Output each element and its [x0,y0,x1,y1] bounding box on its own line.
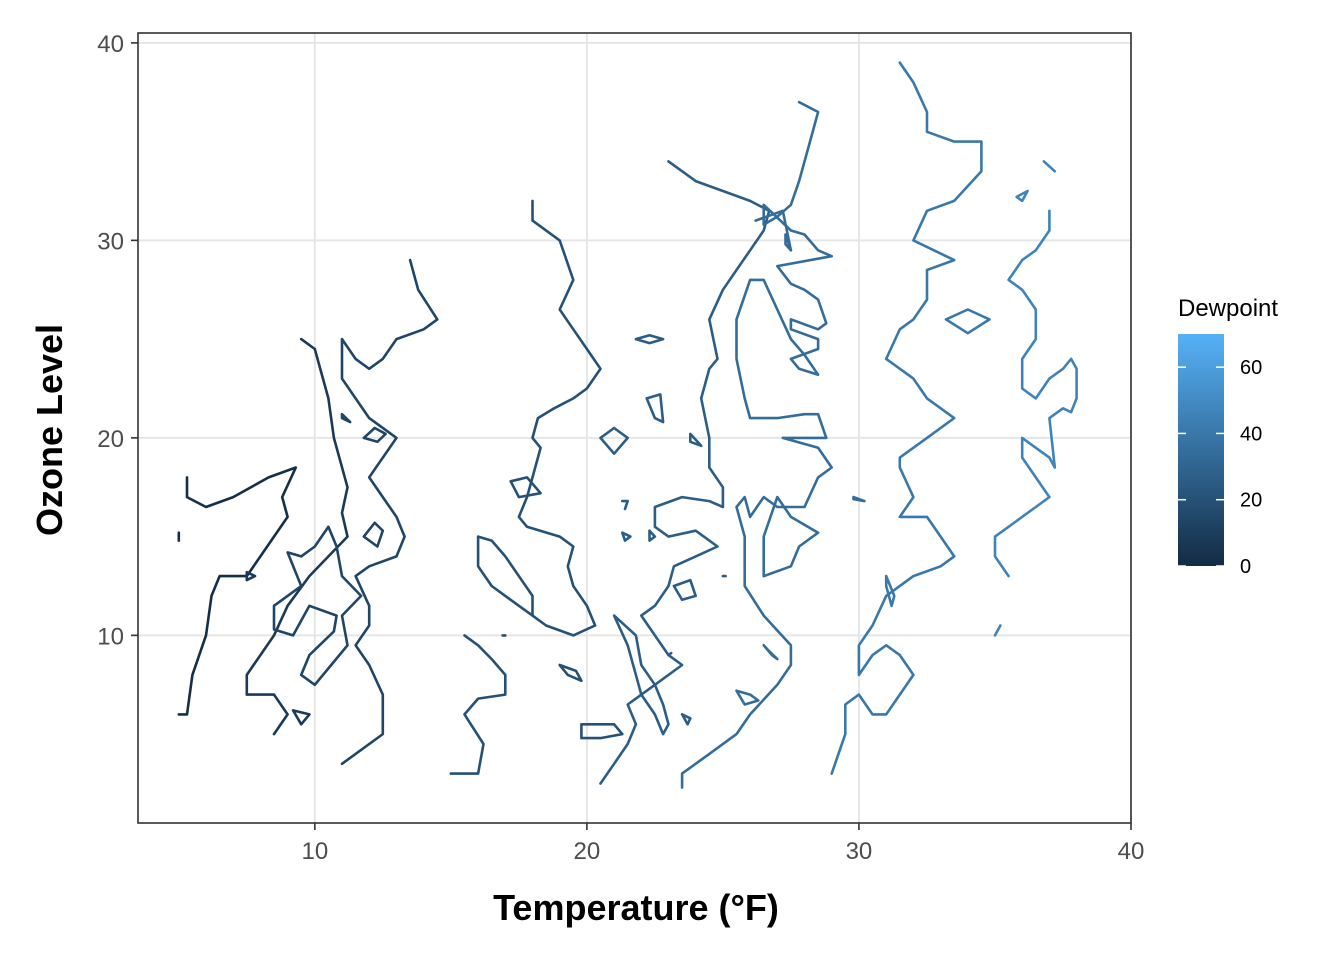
x-tick-label: 10 [301,838,328,865]
legend: Dewpoint 0 20 40 60 [1178,295,1278,578]
contour-line [245,570,257,582]
contour-line [884,574,896,608]
panel-border [137,32,1132,824]
contour-line [362,521,385,548]
contour-line [558,663,583,683]
y-tick-label: 30 [97,228,124,255]
contour-line [599,426,629,455]
legend-ticks: 0 20 40 60 [1178,357,1262,578]
contour-line [1015,189,1029,203]
contour-line [599,160,771,785]
contour-line [634,333,665,345]
x-tick-label: 40 [1118,838,1145,865]
contour-line [735,689,760,706]
contour-line [272,525,363,687]
contour-line [476,199,602,637]
contour-line [784,233,793,252]
contour-line [645,393,665,424]
contour-line [621,499,629,511]
legend-tick-label: 0 [1240,556,1251,578]
contour-line [621,531,632,542]
contour-line [680,713,692,726]
contour-line [362,426,387,444]
contour-line [340,412,352,424]
contour-line [689,432,703,448]
contour-line [245,337,349,736]
contour-line [993,209,1078,578]
contour-line [754,209,793,252]
legend-tick-label: 20 [1240,490,1262,512]
contour-line [1042,160,1057,173]
contour-line [830,61,983,775]
contour-line [993,624,1002,637]
legend-tick-label: 60 [1240,357,1262,379]
axes: 10 20 30 40 10 20 30 40 [97,31,1144,865]
contour-line [291,709,311,726]
legend-title: Dewpoint [1178,295,1278,322]
contour-line [762,495,820,578]
x-tick-label: 20 [574,838,601,865]
contour-line [672,578,697,602]
contour-lines [177,61,1078,789]
contour-line [680,100,833,789]
y-axis-title: Ozone Level [29,324,70,536]
contour-line [177,466,298,716]
contour-line [612,614,670,736]
contour-line [944,308,991,335]
contour-line [449,634,507,775]
contour-line [852,495,866,503]
legend-tick-label: 40 [1240,423,1262,445]
x-tick-label: 30 [846,838,873,865]
contour-line [648,529,657,542]
y-tick-label: 40 [97,31,124,58]
y-tick-label: 20 [97,426,124,453]
x-axis-title: Temperature (°F) [493,887,779,928]
contour-line [667,651,673,657]
contour-line [509,476,542,499]
y-tick-label: 10 [97,623,124,650]
contour-line [580,723,624,740]
contour-line [340,258,439,766]
legend-colorbar [1178,334,1224,566]
contour-line [762,644,779,661]
